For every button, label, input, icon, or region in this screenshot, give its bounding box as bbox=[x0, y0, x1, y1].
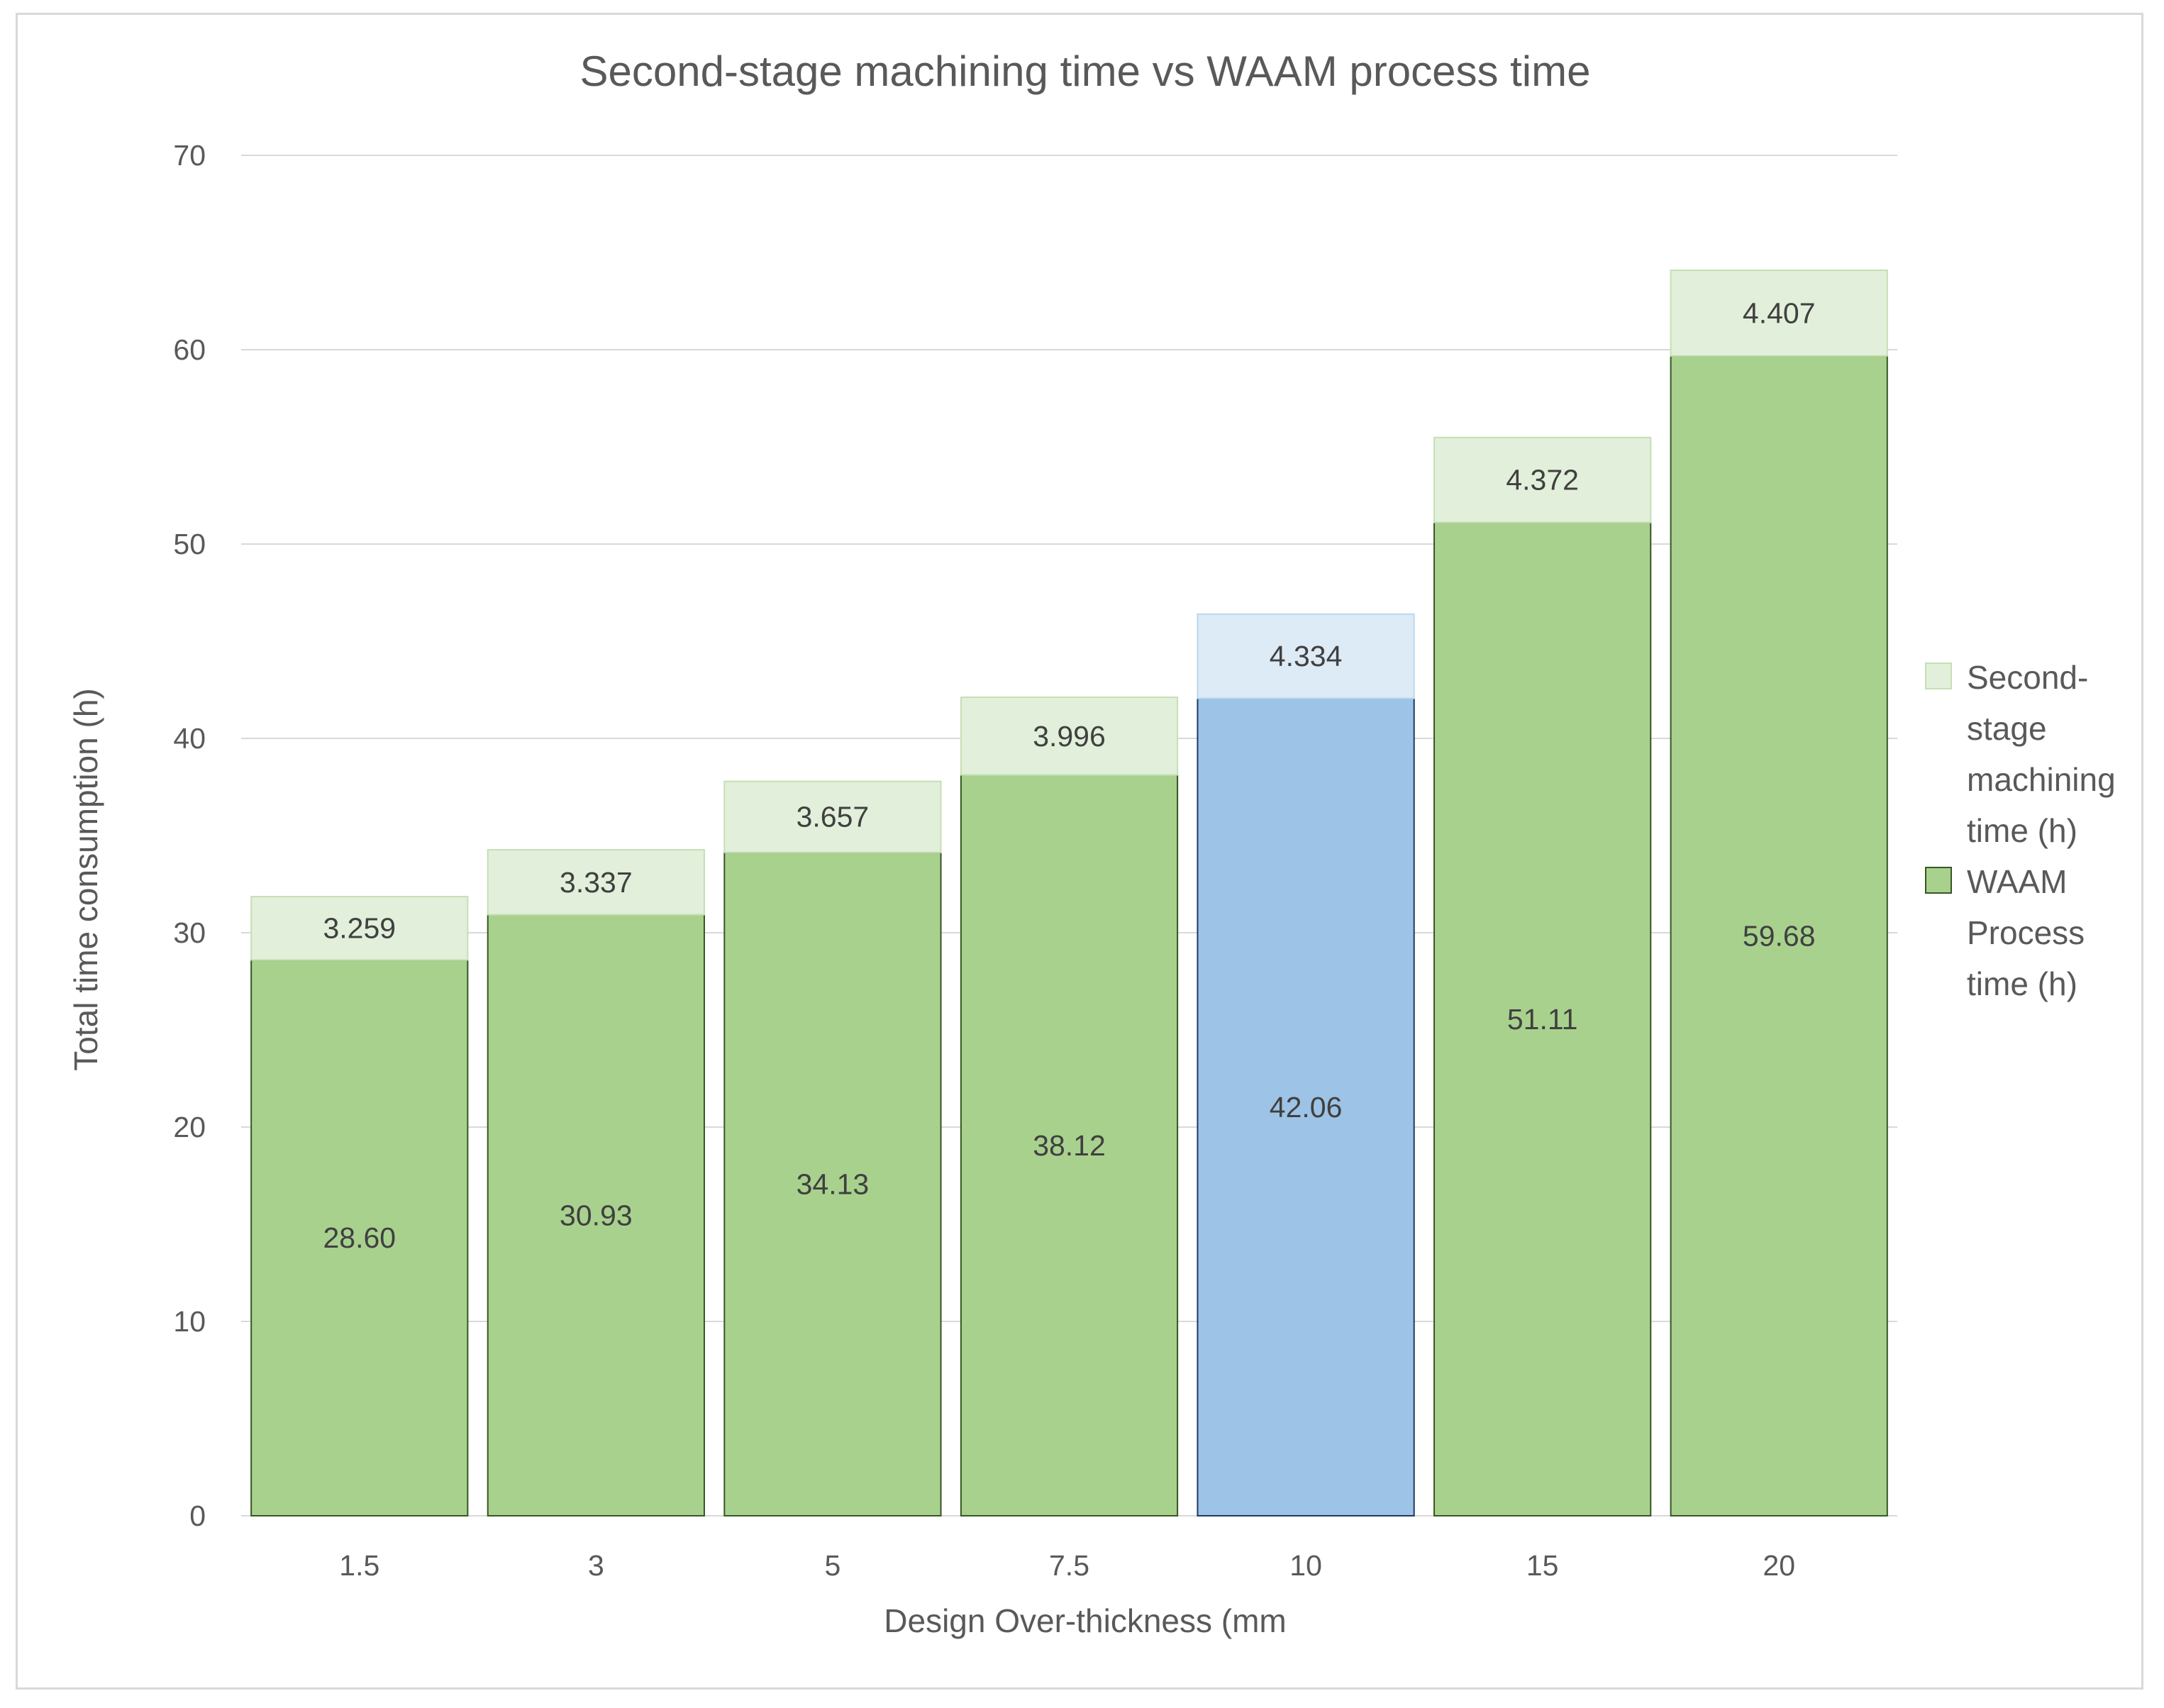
legend: Second-stage machining time (h) WAAM Process… bbox=[1925, 659, 2116, 1002]
waam-data-label: 42.06 bbox=[1270, 1091, 1343, 1124]
x-tick-label: 3 bbox=[588, 1549, 604, 1582]
waam-data-label: 38.12 bbox=[1033, 1129, 1106, 1162]
y-axis-ticks: 0 10 20 30 40 50 60 70 bbox=[173, 139, 206, 1532]
machining-bar bbox=[723, 780, 942, 853]
y-tick-label: 0 bbox=[189, 1499, 206, 1532]
x-tick-label: 7.5 bbox=[1049, 1549, 1089, 1582]
x-axis-title: Design Over-thickness (mm bbox=[884, 1602, 1286, 1639]
waam-data-label: 59.68 bbox=[1743, 919, 1816, 952]
legend-label-waam: time (h) bbox=[1967, 965, 2077, 1002]
x-tick-label: 15 bbox=[1526, 1549, 1559, 1582]
y-tick-label: 40 bbox=[173, 722, 206, 755]
bar-chart: Second-stage machining time vs WAAM proc… bbox=[67, 48, 2116, 1639]
y-tick-label: 10 bbox=[173, 1305, 206, 1338]
data-labels: 28.60 3.259 30.93 3.337 34.13 3.657 38.12 3.996… bbox=[323, 296, 1815, 1254]
waam-bar bbox=[723, 851, 942, 1516]
y-tick-label: 50 bbox=[173, 528, 206, 560]
machining-data-label: 3.996 bbox=[1033, 720, 1106, 753]
machining-data-label: 3.337 bbox=[560, 866, 633, 899]
legend-swatch-machining bbox=[1925, 662, 1952, 689]
waam-bar bbox=[1670, 355, 1888, 1517]
waam-data-label: 28.60 bbox=[323, 1221, 396, 1254]
waam-bar bbox=[487, 914, 705, 1516]
machining-data-label: 3.259 bbox=[323, 912, 396, 945]
y-tick-label: 70 bbox=[173, 139, 206, 172]
machining-data-label: 4.334 bbox=[1270, 640, 1343, 672]
chart-title: Second-stage machining time vs WAAM proc… bbox=[580, 48, 1591, 95]
machining-data-label: 4.407 bbox=[1743, 296, 1816, 329]
x-tick-label: 1.5 bbox=[339, 1549, 379, 1582]
legend-label-machining: Second- bbox=[1967, 659, 2088, 696]
x-tick-label: 20 bbox=[1763, 1549, 1795, 1582]
y-tick-label: 60 bbox=[173, 333, 206, 366]
machining-data-label: 3.657 bbox=[797, 801, 870, 833]
legend-label-machining: machining bbox=[1967, 761, 2116, 798]
waam-bar bbox=[1197, 697, 1415, 1516]
x-tick-label: 5 bbox=[825, 1549, 841, 1582]
machining-bar bbox=[960, 697, 1179, 776]
waam-bar bbox=[1433, 521, 1652, 1516]
machining-bar bbox=[1670, 270, 1888, 357]
waam-data-label: 51.11 bbox=[1507, 1003, 1578, 1036]
legend-label-waam: WAAM bbox=[1967, 863, 2067, 900]
y-tick-label: 30 bbox=[173, 916, 206, 949]
legend-label-machining: stage bbox=[1967, 710, 2047, 747]
waam-data-label: 30.93 bbox=[560, 1199, 633, 1231]
legend-label-waam: Process bbox=[1967, 914, 2085, 951]
machining-bar bbox=[250, 896, 469, 961]
chart-frame: Second-stage machining time vs WAAM proc… bbox=[16, 13, 2143, 1690]
y-axis-title: Total time consumption (h) bbox=[67, 688, 104, 1070]
x-tick-label: 10 bbox=[1289, 1549, 1322, 1582]
legend-label-machining: time (h) bbox=[1967, 812, 2077, 849]
legend-swatch-waam bbox=[1925, 867, 1952, 894]
waam-bar bbox=[250, 959, 469, 1516]
machining-bar bbox=[487, 849, 705, 916]
machining-data-label: 4.372 bbox=[1506, 464, 1579, 497]
machining-bar bbox=[1197, 613, 1415, 699]
waam-data-label: 34.13 bbox=[797, 1168, 870, 1200]
bars bbox=[250, 270, 1888, 1517]
machining-bar bbox=[1433, 436, 1652, 523]
x-axis-ticks: 1.5 3 5 7.5 10 15 20 bbox=[339, 1549, 1795, 1582]
y-tick-label: 20 bbox=[173, 1111, 206, 1143]
